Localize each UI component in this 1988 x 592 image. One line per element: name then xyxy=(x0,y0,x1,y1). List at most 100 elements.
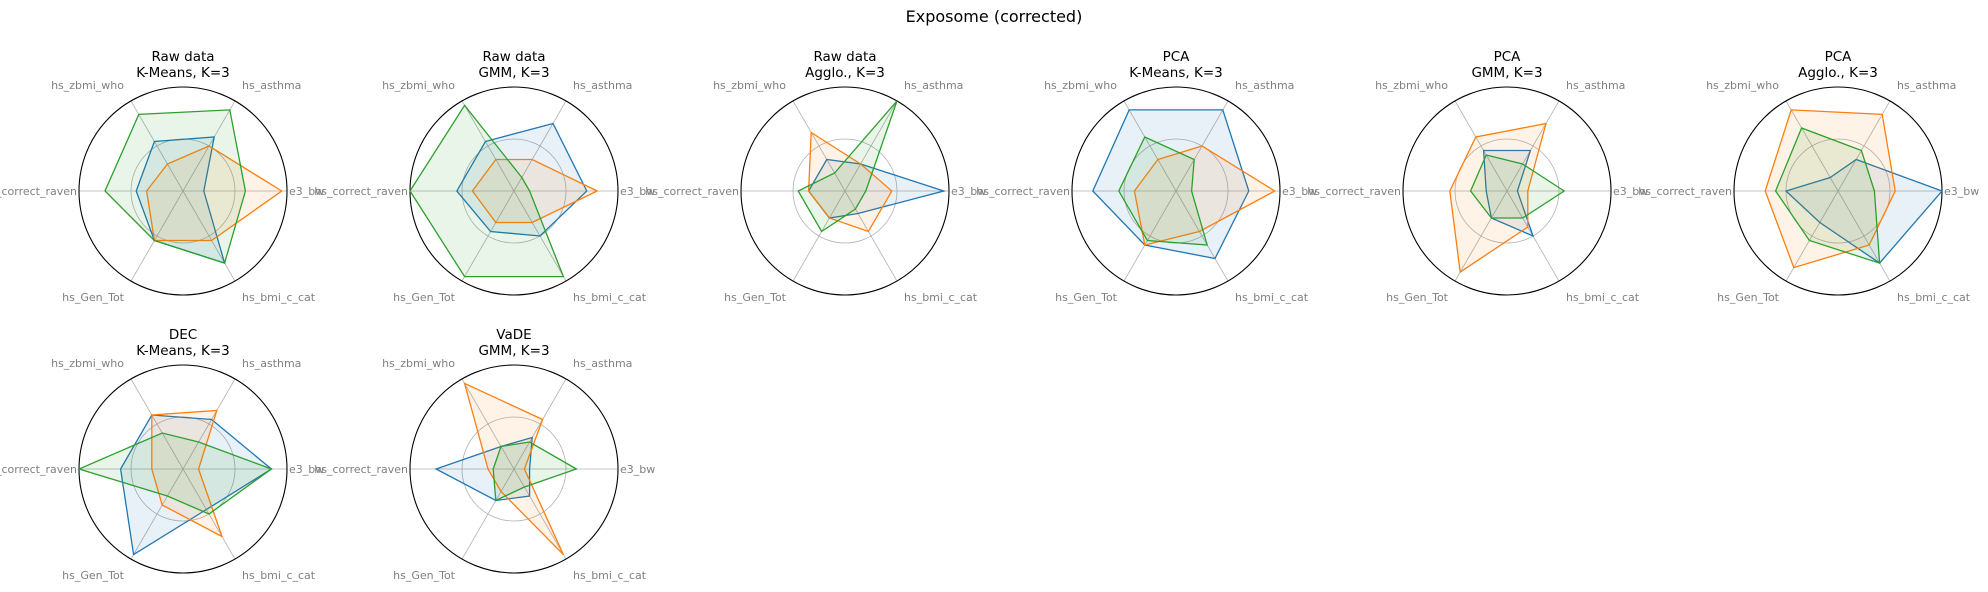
radar-series-1 xyxy=(456,122,588,237)
radar-frame xyxy=(1071,86,1281,296)
radar-series-3 xyxy=(1774,127,1881,265)
panel-title-line1: VaDE xyxy=(496,327,531,343)
radar-series-3 xyxy=(409,104,565,278)
axis-label: hs_asthma xyxy=(573,79,632,92)
radar-series-2 xyxy=(463,382,564,556)
axis-label: hs_zbmi_who xyxy=(51,79,124,92)
axis-label: hs_zbmi_who xyxy=(713,79,786,92)
axis-label: hs_asthma xyxy=(573,357,632,370)
axis-label: e3_bw xyxy=(1944,185,1979,198)
radar-series-1 xyxy=(434,436,533,502)
panel-title-line2: GMM, K=3 xyxy=(478,65,549,81)
radar-series-1 xyxy=(119,414,273,556)
panel-title-line1: PCA xyxy=(1494,49,1522,65)
axis-label: e3_bw xyxy=(951,185,986,198)
radar-series-3 xyxy=(1469,154,1566,219)
axis-label: hs_correct_raven xyxy=(976,185,1070,198)
axis-label: hs_Gen_Tot xyxy=(393,569,456,582)
radar-series-2 xyxy=(807,131,893,233)
axis-label: hs_Gen_Tot xyxy=(62,569,125,582)
axis-label: hs_bmi_c_cat xyxy=(242,291,316,304)
panel-title-line2: K-Means, K=3 xyxy=(136,343,229,359)
radar-series-2 xyxy=(151,409,224,538)
axis-label: e3_bw xyxy=(620,463,655,476)
figure-title: Exposome (corrected) xyxy=(906,7,1083,26)
axis-label: e3_bw xyxy=(289,463,324,476)
axis-label: hs_asthma xyxy=(1566,79,1625,92)
axis-label: hs_correct_raven xyxy=(314,463,408,476)
radar-series-3 xyxy=(797,100,898,233)
axis-label: hs_zbmi_who xyxy=(51,357,124,370)
radar-series-3 xyxy=(492,441,578,502)
radar-frame xyxy=(740,86,950,296)
axis-label: hs_Gen_Tot xyxy=(1055,291,1118,304)
panel-title-line2: GMM, K=3 xyxy=(1471,65,1542,81)
panel-title-line2: Agglo., K=3 xyxy=(805,65,885,81)
axis-label: e3_bw xyxy=(620,185,655,198)
axis-label: hs_asthma xyxy=(1897,79,1956,92)
radar-frame xyxy=(78,86,288,296)
axis-label: hs_Gen_Tot xyxy=(393,291,456,304)
axis-label: hs_Gen_Tot xyxy=(1717,291,1780,304)
axis-label: hs_zbmi_who xyxy=(382,357,455,370)
axis-label: hs_zbmi_who xyxy=(1375,79,1448,92)
axis-label: hs_bmi_c_cat xyxy=(904,291,978,304)
radar-panels: Raw data K-Means, K=3 e3_bw hs_asthma hs_zbm… xyxy=(0,49,1979,582)
axis-label: hs_bmi_c_cat xyxy=(573,569,647,582)
axis-label: hs_asthma xyxy=(242,357,301,370)
axis-label: hs_asthma xyxy=(904,79,963,92)
radar-series-2 xyxy=(471,158,599,224)
axis-label: hs_zbmi_who xyxy=(1044,79,1117,92)
panel-title-line1: DEC xyxy=(169,327,197,343)
axis-label: hs_bmi_c_cat xyxy=(242,569,316,582)
panel-title-line1: Raw data xyxy=(482,49,545,65)
radar-series-3 xyxy=(77,432,273,515)
panel-title-line1: Raw data xyxy=(813,49,876,65)
axis-label: hs_Gen_Tot xyxy=(1386,291,1449,304)
radar-frame xyxy=(409,364,619,574)
axis-label: hs_Gen_Tot xyxy=(724,291,787,304)
axis-label: e3_bw xyxy=(289,185,324,198)
axis-label: hs_correct_raven xyxy=(0,185,77,198)
axis-label: hs_correct_raven xyxy=(314,185,408,198)
axis-label: hs_correct_raven xyxy=(0,463,77,476)
panel-title-line1: Raw data xyxy=(151,49,214,65)
radar-ring xyxy=(461,138,567,244)
radar-series-2 xyxy=(1133,145,1277,246)
axis-label: hs_correct_raven xyxy=(645,185,739,198)
axis-label: e3_bw xyxy=(1613,185,1648,198)
axis-label: hs_bmi_c_cat xyxy=(1566,291,1640,304)
radar-series-1 xyxy=(1092,109,1250,260)
radar-series-2 xyxy=(145,145,283,242)
radar-series-2 xyxy=(1764,109,1896,269)
axis-label: hs_bmi_c_cat xyxy=(573,291,647,304)
radar-ring xyxy=(792,138,898,244)
axis-label: hs_correct_raven xyxy=(1638,185,1732,198)
axis-label: hs_zbmi_who xyxy=(382,79,455,92)
panel-title-line2: Agglo., K=3 xyxy=(1798,65,1878,81)
radar-series-3 xyxy=(104,109,247,264)
panel-title-line2: K-Means, K=3 xyxy=(1129,65,1222,81)
axis-label: hs_asthma xyxy=(1235,79,1294,92)
axis-label: e3_bw xyxy=(1282,185,1317,198)
axis-label: hs_asthma xyxy=(242,79,301,92)
radar-frame xyxy=(1402,86,1612,296)
axis-label: hs_bmi_c_cat xyxy=(1897,291,1971,304)
radar-series-3 xyxy=(1118,136,1209,246)
radar-ring xyxy=(1454,138,1560,244)
axis-label: hs_bmi_c_cat xyxy=(1235,291,1309,304)
panel-title-line1: PCA xyxy=(1163,49,1191,65)
radar-series-2 xyxy=(1449,122,1547,274)
radar-series-1 xyxy=(1482,149,1535,238)
panel-title-line2: GMM, K=3 xyxy=(478,343,549,359)
radar-ring xyxy=(461,416,567,522)
